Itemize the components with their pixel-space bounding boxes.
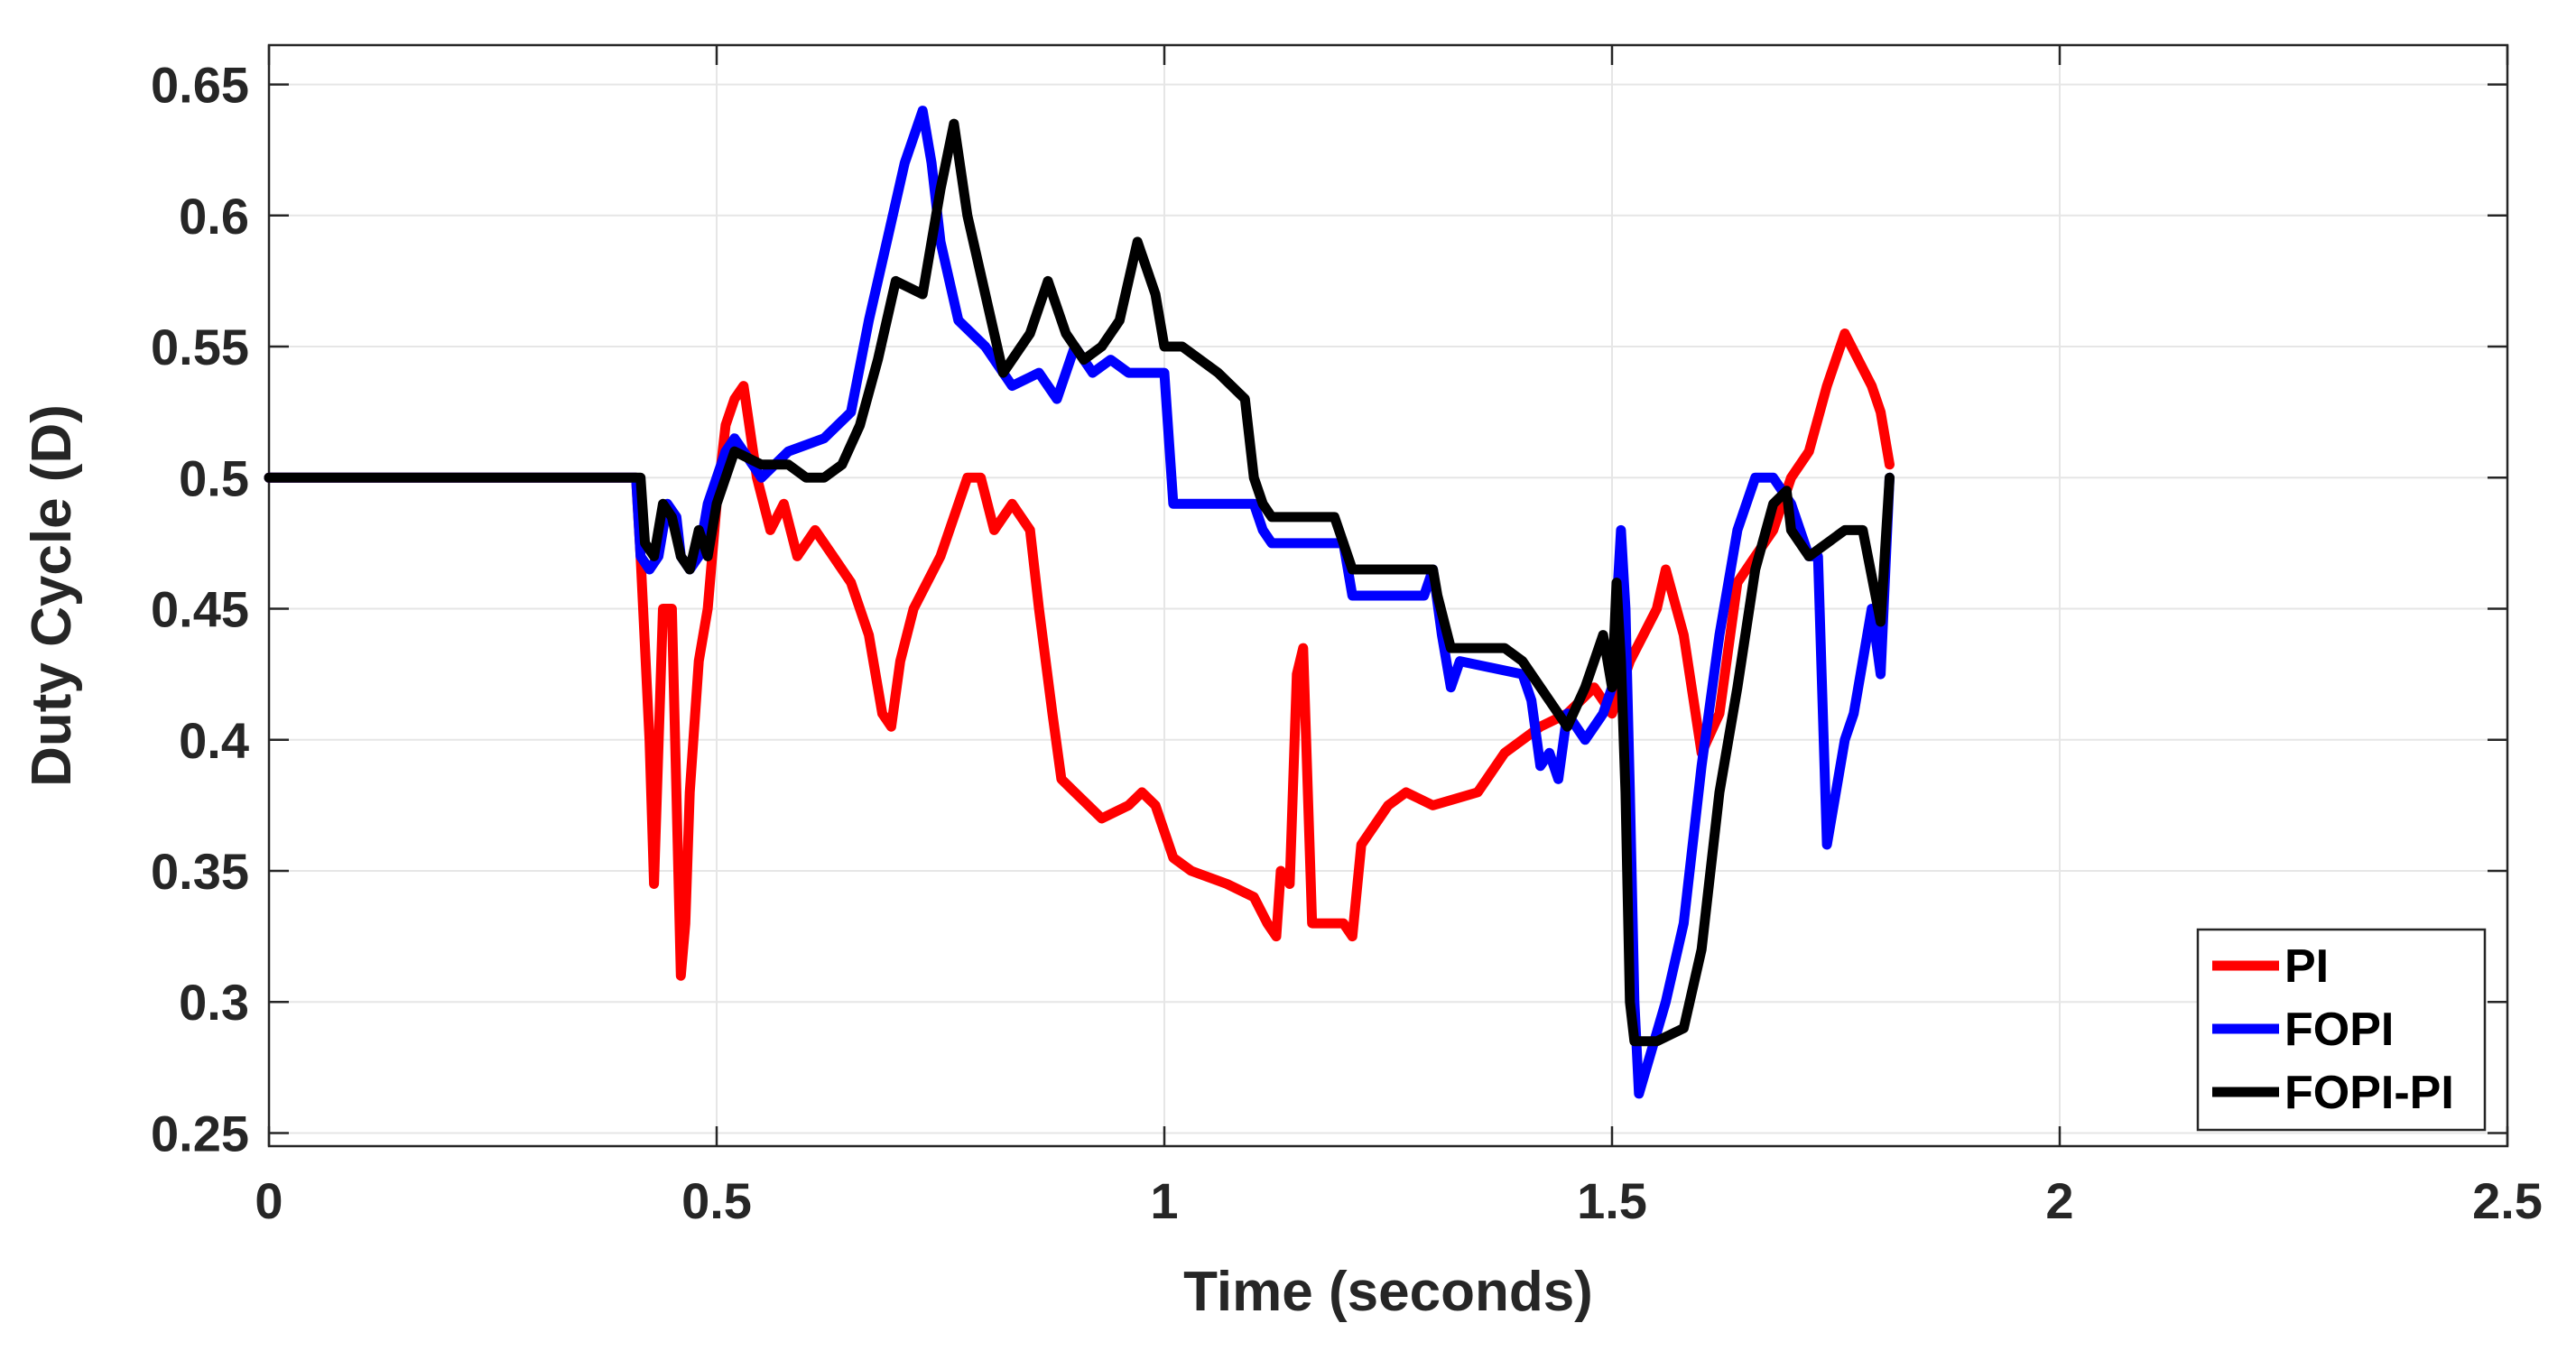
series-line-pi <box>264 328 1895 981</box>
legend-entry-label: FOPI <box>2284 1004 2394 1056</box>
x-tick-label: 2 <box>2045 1172 2073 1229</box>
y-tick-label: 0.4 <box>179 712 249 769</box>
x-axis-title: Time (seconds) <box>1183 1261 1593 1323</box>
series-lines <box>264 106 1895 1099</box>
x-tick-label: 2.5 <box>2472 1172 2543 1229</box>
axis-ticks: 0 0.5 1 1.5 2 2.5 0.25 0.3 0.35 0.4 0.45 0.5 0.55 0.6… <box>151 45 2543 1229</box>
legend: PI FOPI FOPI-PI <box>2196 928 2487 1132</box>
series-line-fopi <box>264 106 1895 1099</box>
x-tick-label: 0 <box>255 1172 283 1229</box>
x-tick-label: 1.5 <box>1577 1172 1647 1229</box>
x-tick-label: 1 <box>1150 1172 1178 1229</box>
x-tick-label: 0.5 <box>681 1172 752 1229</box>
y-tick-label: 0.55 <box>151 319 249 375</box>
y-axis-title: Duty Cycle (D) <box>21 404 83 787</box>
legend-entry-label: FOPI-PI <box>2284 1067 2454 1119</box>
legend-entry-label: PI <box>2284 940 2329 993</box>
plot-area-frame <box>267 43 2509 1148</box>
y-tick-label: 0.45 <box>151 581 249 638</box>
series-line-fopi-pi <box>264 118 1895 1047</box>
y-tick-label: 0.65 <box>151 57 249 114</box>
y-tick-label: 0.6 <box>179 188 249 245</box>
y-tick-label: 0.3 <box>179 974 249 1031</box>
y-tick-label: 0.25 <box>151 1105 249 1161</box>
y-tick-label: 0.5 <box>179 449 249 506</box>
y-tick-label: 0.35 <box>151 843 249 900</box>
